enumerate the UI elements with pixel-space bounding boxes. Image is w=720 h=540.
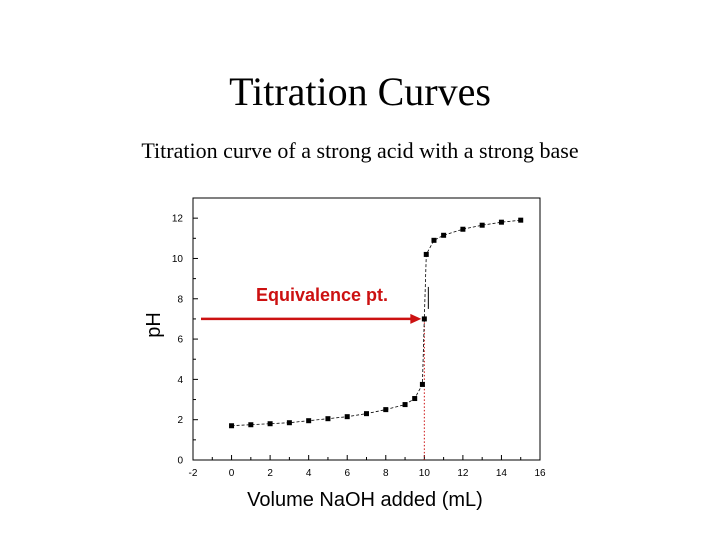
data-point	[383, 407, 389, 413]
slide-subtitle: Titration curve of a strong acid with a …	[141, 138, 579, 163]
x-tick-label: 14	[496, 468, 508, 479]
data-point	[421, 316, 427, 322]
data-point	[306, 418, 312, 424]
x-tick-label: 2	[267, 468, 273, 479]
data-point	[402, 402, 408, 408]
y-tick-label: 4	[177, 375, 183, 386]
data-point	[479, 222, 485, 228]
data-point	[229, 423, 235, 429]
y-tick-label: 0	[177, 456, 183, 467]
data-point	[431, 237, 437, 243]
data-points	[229, 217, 524, 429]
data-point	[498, 219, 504, 225]
x-tick-label: 8	[383, 468, 389, 479]
data-point	[419, 381, 425, 387]
data-point	[460, 226, 466, 232]
equivalence-label: Equivalence pt.	[256, 285, 388, 305]
data-point	[441, 232, 447, 238]
data-point	[518, 217, 524, 223]
titration-curve-line	[231, 219, 521, 427]
data-point	[412, 396, 418, 402]
y-tick-label: 2	[177, 415, 183, 426]
y-axis-ticks: 0 2 4 6 8 10 12	[172, 214, 198, 467]
data-point	[248, 422, 254, 428]
y-axis-title: pH	[143, 312, 165, 338]
data-point	[325, 416, 331, 422]
y-tick-label: 6	[177, 335, 183, 346]
x-tick-label: 6	[344, 468, 350, 479]
x-tick-label: 0	[229, 468, 235, 479]
y-tick-label: 12	[172, 214, 184, 225]
y-tick-label: 10	[172, 254, 184, 265]
data-point	[267, 421, 273, 427]
data-point	[423, 251, 429, 257]
x-axis-ticks: -2 0 2 4 6 8 10 12 14 16	[189, 455, 546, 479]
x-tick-label: 10	[419, 468, 431, 479]
plot-frame	[192, 197, 541, 461]
slide-title: Titration Curves	[229, 69, 491, 114]
data-point	[286, 420, 292, 426]
x-tick-label: -2	[189, 468, 198, 479]
x-tick-label: 12	[457, 468, 469, 479]
x-tick-label: 4	[306, 468, 312, 479]
data-point	[344, 414, 350, 420]
x-tick-label: 16	[534, 468, 546, 479]
y-tick-label: 8	[177, 294, 183, 305]
data-point	[364, 411, 369, 417]
x-axis-title: Volume NaOH added (mL)	[247, 489, 483, 511]
equivalence-arrowhead	[410, 313, 422, 324]
